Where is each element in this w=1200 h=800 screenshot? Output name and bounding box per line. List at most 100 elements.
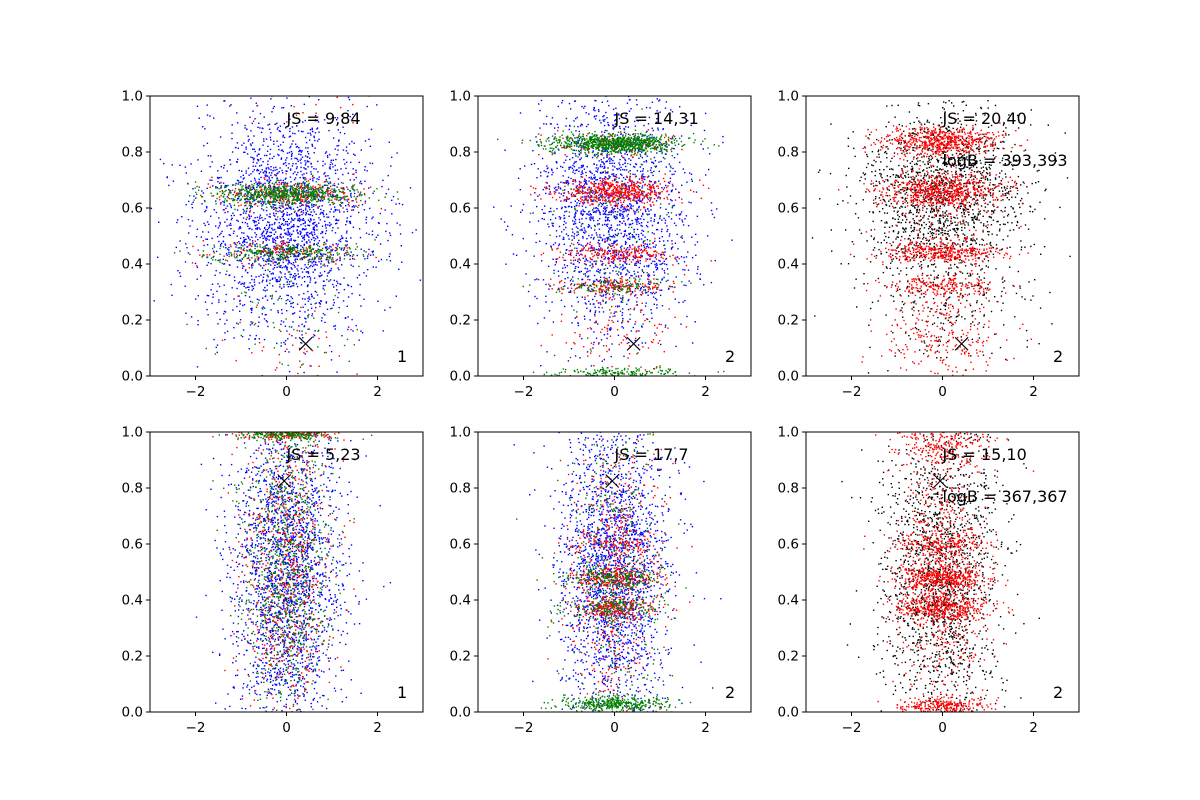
scatter-point xyxy=(572,171,574,173)
scatter-point xyxy=(226,205,229,207)
scatter-point xyxy=(325,246,327,248)
scatter-point xyxy=(259,187,261,189)
scatter-point xyxy=(224,198,226,200)
scatter-point xyxy=(332,191,334,193)
scatter-point xyxy=(649,255,651,257)
scatter-point xyxy=(248,250,250,252)
scatter-point xyxy=(325,151,328,153)
scatter-point xyxy=(342,192,345,194)
scatter-point xyxy=(294,177,297,179)
scatter-point xyxy=(593,116,595,118)
scatter-point xyxy=(308,296,310,298)
scatter-point xyxy=(296,329,298,332)
scatter-point xyxy=(574,200,576,202)
scatter-point xyxy=(591,172,593,175)
scatter-point xyxy=(556,123,559,126)
scatter-point xyxy=(580,165,583,167)
scatter-point xyxy=(291,313,294,315)
scatter-point xyxy=(555,235,558,238)
scatter-point xyxy=(646,243,648,245)
scatter-point xyxy=(338,190,341,193)
scatter-point xyxy=(284,194,287,197)
scatter-point xyxy=(256,197,258,199)
scatter-point xyxy=(223,193,226,196)
scatter-point xyxy=(303,191,305,193)
scatter-point xyxy=(621,155,623,157)
scatter-point xyxy=(266,244,268,247)
scatter-point xyxy=(333,211,335,213)
scatter-point xyxy=(244,221,247,224)
scatter-point xyxy=(265,237,267,239)
scatter-point xyxy=(256,170,258,172)
scatter-point xyxy=(634,136,636,139)
scatter-point xyxy=(599,164,602,166)
scatter-point xyxy=(555,189,557,191)
scatter-point xyxy=(594,321,596,324)
scatter-point xyxy=(327,175,329,177)
scatter-point xyxy=(223,263,225,265)
scatter-point xyxy=(257,250,259,252)
scatter-point xyxy=(250,180,252,182)
scatter-point xyxy=(653,220,655,223)
scatter-point xyxy=(549,285,552,287)
scatter-point xyxy=(298,191,300,193)
scatter-point xyxy=(347,96,350,99)
scatter-point xyxy=(347,172,349,174)
scatter-point xyxy=(592,238,595,240)
scatter-point xyxy=(545,301,547,303)
scatter-point xyxy=(671,111,674,113)
scatter-point xyxy=(296,206,299,209)
scatter-point xyxy=(589,279,591,281)
scatter-point xyxy=(271,251,273,253)
scatter-point xyxy=(241,181,244,183)
scatter-point xyxy=(301,246,304,248)
scatter-point xyxy=(289,191,291,193)
scatter-point xyxy=(664,222,666,224)
scatter-point xyxy=(281,197,283,199)
scatter-point xyxy=(603,165,606,167)
scatter-point xyxy=(382,330,384,332)
scatter-point xyxy=(228,189,230,191)
scatter-point xyxy=(620,194,623,196)
scatter-point xyxy=(253,255,256,257)
scatter-point xyxy=(300,211,302,213)
scatter-point xyxy=(294,249,296,251)
scatter-point xyxy=(249,198,251,201)
scatter-point xyxy=(253,177,256,179)
scatter-point xyxy=(238,226,241,229)
scatter-point xyxy=(574,215,576,217)
scatter-point xyxy=(213,209,215,211)
scatter-point xyxy=(296,192,298,194)
scatter-point xyxy=(259,127,261,129)
scatter-point xyxy=(640,287,642,290)
scatter-point xyxy=(356,254,358,257)
scatter-point xyxy=(303,371,305,374)
scatter-point xyxy=(578,150,580,153)
scatter-point xyxy=(261,127,263,129)
scatter-point xyxy=(274,198,277,201)
scatter-point xyxy=(267,221,269,223)
scatter-point xyxy=(616,216,618,218)
scatter-point xyxy=(619,214,621,216)
scatter-point xyxy=(280,246,282,248)
scatter-point xyxy=(264,269,267,272)
scatter-point xyxy=(295,252,298,254)
scatter-point xyxy=(303,257,305,259)
scatter-point xyxy=(370,128,373,131)
scatter-point xyxy=(315,213,317,215)
scatter-point xyxy=(334,208,336,211)
scatter-point xyxy=(313,197,315,200)
scatter-point xyxy=(569,280,572,282)
scatter-point xyxy=(292,202,294,205)
scatter-point xyxy=(323,253,325,255)
scatter-point xyxy=(344,163,346,165)
scatter-point xyxy=(653,274,655,276)
scatter-point xyxy=(280,272,282,274)
scatter-point xyxy=(304,298,306,300)
scatter-point xyxy=(310,238,313,241)
scatter-point xyxy=(318,329,320,332)
scatter-point xyxy=(346,116,348,119)
scatter-point xyxy=(301,257,303,259)
scatter-point xyxy=(307,263,309,266)
scatter-point xyxy=(264,260,267,262)
